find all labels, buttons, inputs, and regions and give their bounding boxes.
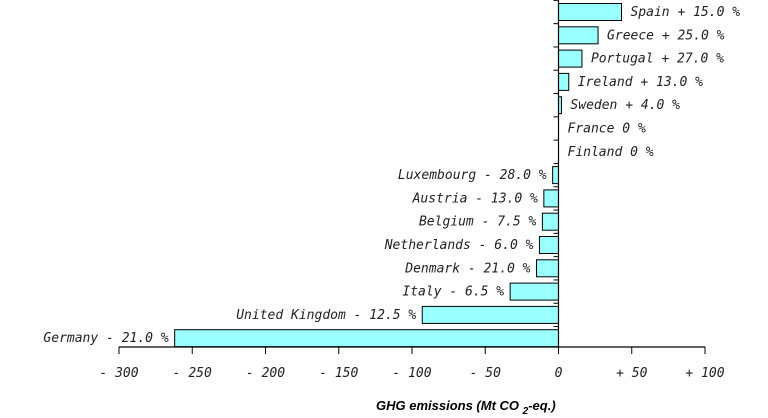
- bar: [541, 212, 560, 231]
- x-tick-label: + 50: [616, 366, 647, 381]
- x-tick-label: - 150: [319, 366, 358, 381]
- x-tick-label: - 300: [99, 366, 138, 381]
- x-tick-label: - 200: [246, 366, 285, 381]
- bar-label: United Kingdom - 12.5 %: [236, 308, 416, 323]
- bar: [536, 259, 560, 278]
- bar-label: Austria - 13.0 %: [412, 191, 538, 206]
- bar: [558, 49, 583, 68]
- x-axis-title-subscript: 2: [522, 406, 529, 417]
- bar: [538, 236, 560, 254]
- bar: [543, 189, 559, 208]
- axes: - 300 - 250 - 200 - 150 - 100 - 50 0 + 50 + 100: [99, 0, 725, 381]
- x-axis-title-main: GHG emissions (Mt CO: [376, 398, 523, 413]
- bar: [558, 72, 570, 91]
- x-tick-label: 0: [555, 366, 563, 381]
- bar-label: Denmark - 21.0 %: [404, 261, 530, 276]
- bar-label: Spain + 15.0 %: [630, 5, 740, 20]
- x-axis-title-unit: -eq.): [528, 398, 555, 413]
- bar: [558, 26, 599, 45]
- x-tick-label: - 250: [173, 366, 212, 381]
- bar-label: Sweden + 4.0 %: [570, 98, 680, 113]
- bar-label: Germany - 21.0 %: [43, 331, 168, 346]
- bar-label: Ireland + 13.0 %: [578, 75, 703, 90]
- x-tick-label: - 50: [470, 366, 501, 381]
- bar-label: Portugal + 27.0 %: [591, 52, 724, 67]
- bar: [558, 3, 622, 21]
- bar-label: Luxembourg - 28.0 %: [398, 168, 547, 183]
- bar-label: Belgium - 7.5 %: [419, 215, 537, 230]
- bar-label: Greece + 25.0 %: [607, 28, 725, 43]
- bar-label: France 0 %: [568, 122, 646, 137]
- bar-label: Finland 0 %: [568, 145, 654, 160]
- bar-label: Netherlands - 6.0 %: [384, 238, 534, 253]
- bar: [421, 305, 559, 324]
- bar: [552, 166, 560, 185]
- x-axis-title: GHG emissions (Mt CO 2-eq.): [376, 398, 556, 417]
- x-tick-label: + 100: [685, 366, 724, 381]
- bars: [174, 3, 622, 348]
- bar: [174, 329, 559, 348]
- bar-label: Italy - 6.5 %: [402, 285, 504, 300]
- bar-labels: Spain + 15.0 % Greece + 25.0 % Portugal + …: [43, 5, 740, 346]
- x-tick-label: - 100: [392, 366, 431, 381]
- bar: [509, 282, 559, 301]
